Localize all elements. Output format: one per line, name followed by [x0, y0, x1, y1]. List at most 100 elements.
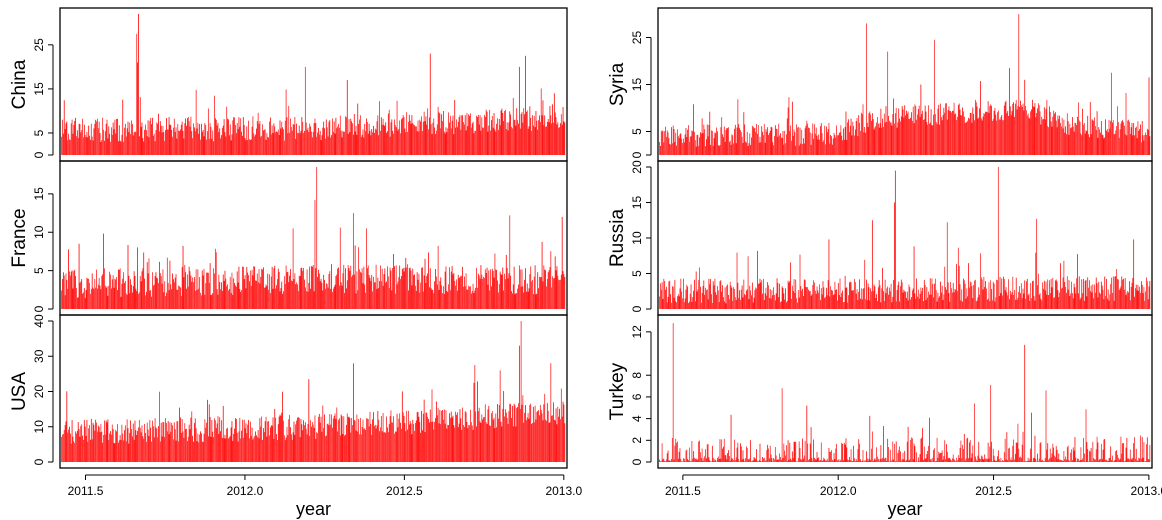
bar	[368, 426, 370, 462]
bar	[478, 124, 480, 155]
bar	[378, 419, 380, 462]
bar	[1082, 293, 1083, 309]
bar	[217, 416, 219, 462]
bar	[316, 167, 318, 309]
bar	[670, 294, 672, 309]
bar	[464, 115, 466, 155]
bar	[687, 286, 689, 309]
bar	[947, 458, 949, 462]
bar	[808, 289, 809, 309]
bar	[233, 117, 235, 155]
bar	[927, 297, 929, 309]
bar	[530, 403, 532, 462]
bar-series-china	[61, 14, 566, 156]
bar	[1009, 68, 1010, 155]
bar	[459, 277, 461, 309]
bar	[62, 272, 64, 309]
bar	[257, 282, 259, 309]
bar	[373, 276, 374, 309]
bar	[139, 97, 141, 155]
bar	[666, 453, 668, 462]
bar	[715, 292, 717, 309]
bar	[342, 273, 344, 309]
bar	[555, 117, 557, 155]
bar	[497, 118, 498, 155]
bar	[1028, 460, 1030, 462]
bar	[712, 145, 714, 155]
bar	[1088, 287, 1089, 309]
bar	[273, 123, 275, 155]
bar	[939, 296, 940, 309]
bar	[720, 127, 722, 155]
bar	[904, 291, 906, 309]
bar	[301, 424, 303, 462]
bar	[96, 422, 97, 462]
bar	[174, 131, 176, 155]
bar	[1109, 294, 1111, 309]
bar	[1081, 460, 1083, 462]
bar	[754, 458, 756, 462]
bar	[1027, 295, 1029, 309]
bar	[457, 274, 459, 309]
bar	[1006, 292, 1008, 309]
bar	[449, 413, 450, 462]
bar	[1044, 458, 1046, 462]
bar	[1046, 449, 1048, 462]
bar	[1098, 127, 1100, 155]
bar	[770, 298, 772, 309]
bar	[785, 143, 786, 155]
bar	[368, 275, 370, 309]
bar	[362, 283, 364, 309]
bar	[358, 418, 360, 462]
bar	[505, 254, 507, 309]
bar	[674, 279, 676, 309]
bar	[1129, 459, 1130, 462]
bar	[1055, 446, 1057, 462]
bar	[1123, 461, 1125, 462]
bar	[116, 276, 118, 309]
bar	[389, 416, 391, 462]
bar	[370, 135, 372, 155]
bar	[484, 416, 485, 462]
bar	[417, 279, 419, 309]
bar	[546, 286, 547, 309]
bar	[164, 437, 166, 462]
bar	[542, 420, 544, 462]
bar	[855, 121, 857, 155]
bar	[678, 451, 680, 462]
bar	[154, 275, 156, 309]
bar	[191, 131, 193, 155]
bar	[140, 432, 142, 462]
bar	[68, 429, 69, 462]
bar	[1008, 116, 1009, 155]
bar	[898, 108, 900, 155]
bar	[551, 123, 553, 155]
bar	[349, 270, 351, 309]
bar	[553, 278, 555, 309]
bar	[292, 228, 294, 309]
bar	[1016, 109, 1018, 155]
bar	[535, 294, 537, 309]
bar	[1005, 100, 1007, 155]
bar	[527, 291, 529, 309]
bar	[967, 120, 969, 155]
bar	[411, 285, 413, 309]
bar	[515, 293, 517, 309]
bar	[1010, 115, 1012, 155]
bar	[1063, 260, 1065, 309]
bar	[475, 130, 477, 155]
bar	[897, 122, 899, 155]
bar	[165, 129, 166, 155]
bar	[700, 452, 701, 462]
bar	[737, 442, 739, 462]
bar	[781, 137, 783, 155]
bar	[748, 459, 750, 462]
bar	[973, 461, 975, 462]
bar	[911, 297, 912, 309]
bar	[1114, 276, 1116, 309]
bar	[1023, 461, 1025, 462]
bar	[525, 268, 526, 309]
bar	[117, 141, 119, 155]
bar	[508, 273, 510, 309]
bar	[334, 284, 336, 309]
